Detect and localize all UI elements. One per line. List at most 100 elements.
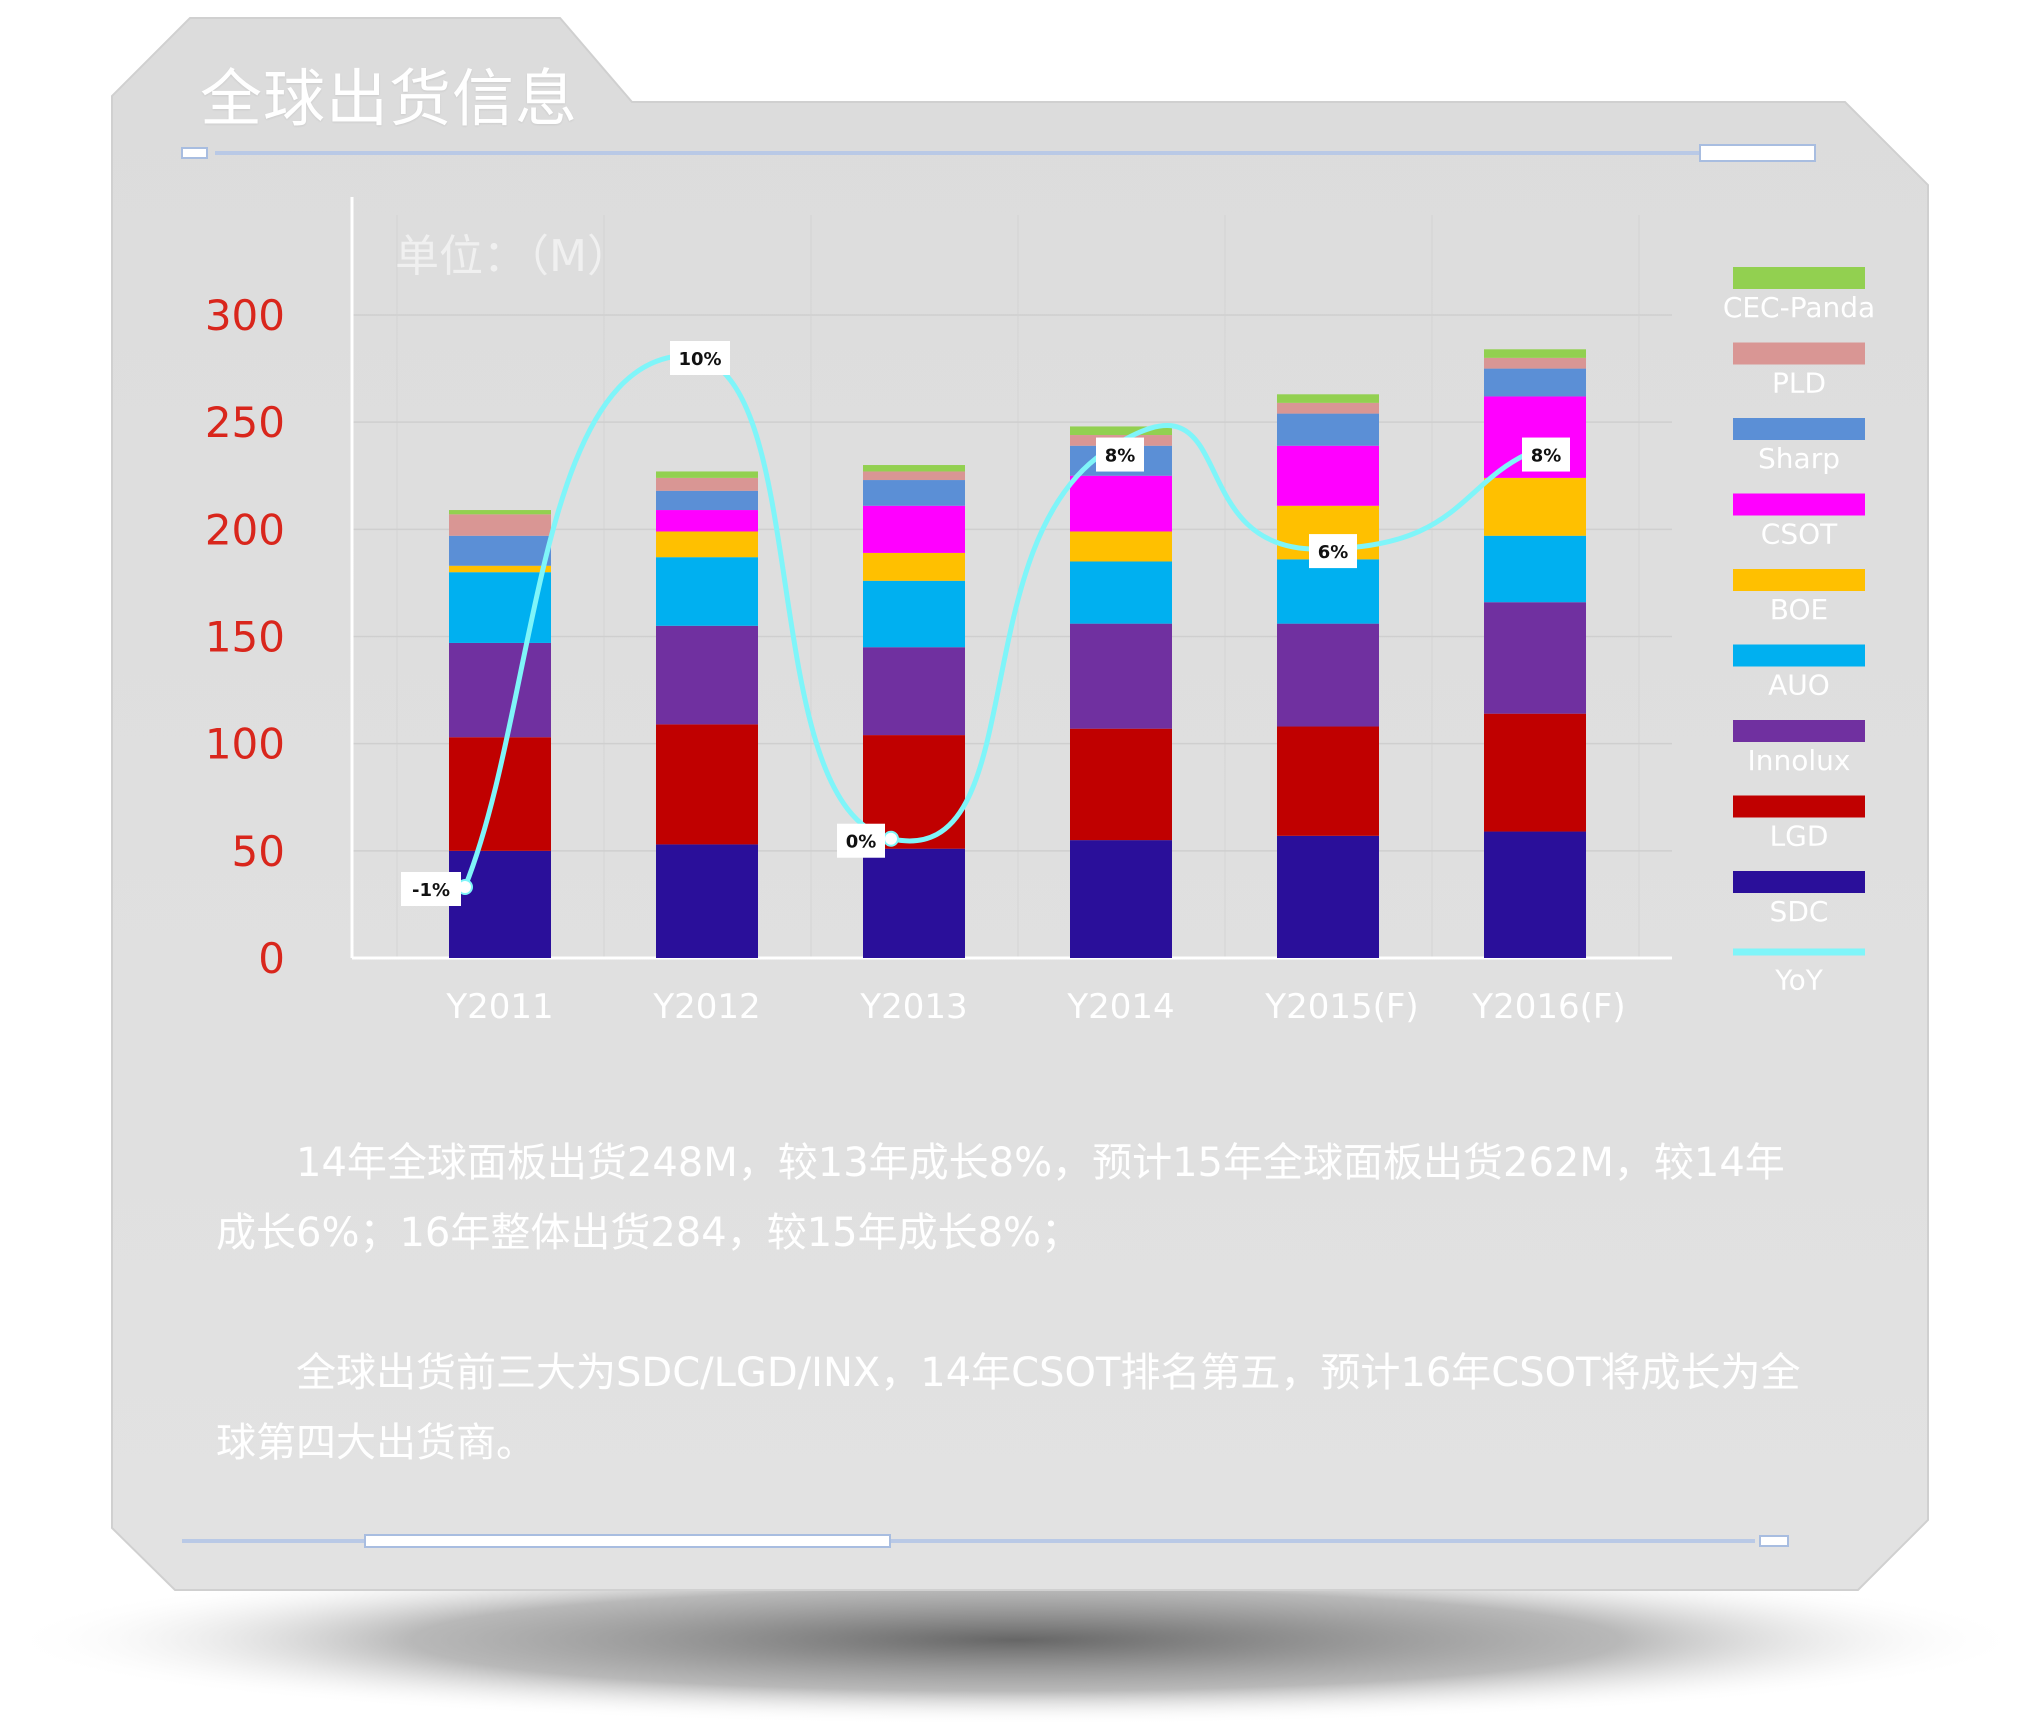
yoy-label: 10% <box>678 349 721 370</box>
yoy-label-box <box>670 341 730 375</box>
bar-segment-csot <box>656 510 758 532</box>
yoy-label-box <box>1309 534 1357 569</box>
bar-segment-auo <box>1484 535 1586 603</box>
y-tick-label: 150 <box>205 613 285 662</box>
unit-label: 单位：（M） <box>395 231 631 282</box>
bar-segment-boe <box>656 531 758 558</box>
legend-swatch-sharp <box>1733 418 1865 440</box>
x-tick-label: Y2016(F) <box>1471 987 1625 1027</box>
bar-segment-innolux <box>1484 602 1586 714</box>
bar-segment-boe <box>1484 477 1586 536</box>
bar-segment-cec-panda <box>1277 394 1379 403</box>
bar-segment-sdc <box>1070 840 1172 958</box>
bar-segment-cec-panda <box>1484 349 1586 358</box>
panel-shadow <box>6 1555 2026 1722</box>
y-tick-label: 200 <box>205 505 285 554</box>
bar-segment-lgd <box>1484 713 1586 832</box>
bars <box>449 349 1586 958</box>
bar-segment-sharp <box>863 480 965 506</box>
x-tick-label: Y2015(F) <box>1264 987 1418 1027</box>
bar-segment-sdc <box>656 844 758 958</box>
bar-segment-pld <box>1484 357 1586 369</box>
bar-segment-csot <box>863 505 965 553</box>
bottom-divider-right-cap <box>1759 1535 1789 1547</box>
bar-segment-boe <box>1070 531 1172 562</box>
page-title: 全球出货信息 <box>200 62 579 135</box>
legend-swatch-auo <box>1733 644 1865 667</box>
bar-segment-pld <box>863 471 965 481</box>
top-divider-right-cap <box>1699 144 1816 162</box>
yoy-label: 0% <box>846 832 877 853</box>
yoy-label-box <box>837 823 885 858</box>
bar-segment-lgd <box>1070 728 1172 841</box>
bar-segment-boe <box>449 565 551 573</box>
yoy-label-box <box>401 872 461 906</box>
bar-segment-pld <box>656 477 758 491</box>
legend-label: LGD <box>1770 820 1829 853</box>
legend-swatch-innolux <box>1733 720 1865 742</box>
legend-swatch-cec-panda <box>1733 267 1865 289</box>
bar-segment-auo <box>1277 559 1379 624</box>
bar-segment-cec-panda <box>656 471 758 478</box>
bar-segment-sdc <box>1484 831 1586 958</box>
bar-segment-pld <box>449 514 551 536</box>
legend-swatch-boe <box>1733 569 1865 591</box>
bar-segment-sdc <box>449 850 551 958</box>
bar-segment-innolux <box>1070 623 1172 729</box>
axes: 0 50 100 150 200 250 300 Y2011 Y2012 Y2013 Y2014 Y2… <box>205 197 1672 1027</box>
legend-label: SDC <box>1770 895 1829 928</box>
yoy-label: 6% <box>1318 542 1349 563</box>
top-divider-left-cap <box>181 147 208 159</box>
yoy-label-box <box>1522 437 1570 472</box>
summary-paragraph-1: 14年全球面板出货248M，较13年成长8%，预计15年全球面板出货262M，较… <box>216 1140 1785 1256</box>
panel-shape <box>111 17 1929 1591</box>
bar-segment-csot <box>1070 475 1172 532</box>
legend-swatch-csot <box>1733 493 1865 516</box>
bar-segment-sharp <box>1484 368 1586 397</box>
legend-label: Innolux <box>1748 744 1851 777</box>
yoy-label-box <box>1096 437 1144 472</box>
yoy-line-path <box>462 353 1532 888</box>
bar-segment-innolux <box>1277 623 1379 727</box>
legend-label: YoY <box>1774 964 1824 997</box>
legend-label: CEC-Panda <box>1723 291 1875 324</box>
x-tick-label: Y2011 <box>445 987 553 1027</box>
bar-segment-sharp <box>1277 413 1379 446</box>
bar-segment-lgd <box>449 737 551 851</box>
yoy-label: -1% <box>412 880 450 901</box>
bar-segment-innolux <box>449 642 551 738</box>
bar-segment-auo <box>1070 561 1172 624</box>
y-tick-label: 0 <box>258 934 285 983</box>
bottom-divider-slider <box>364 1534 891 1548</box>
y-tick-label: 300 <box>205 291 285 340</box>
legend-swatch-pld <box>1733 342 1865 365</box>
bar-segment-pld <box>1277 402 1379 414</box>
yoy-label: 8% <box>1531 446 1562 467</box>
bar-segment-auo <box>656 557 758 626</box>
bar-segment-auo <box>863 580 965 648</box>
x-tick-label: Y2013 <box>859 987 967 1027</box>
x-tick-label: Y2012 <box>652 987 760 1027</box>
legend-label: AUO <box>1768 669 1830 702</box>
bar-segment-innolux <box>863 647 965 736</box>
bar-segment-sdc <box>863 848 965 958</box>
legend-label: PLD <box>1772 367 1826 400</box>
legend: CEC-Panda PLD Sharp CSOT BOE AUO Innolux LGD SDC… <box>1723 267 1875 997</box>
legend-label: CSOT <box>1761 518 1838 551</box>
y-tick-label: 250 <box>205 398 285 447</box>
bar-segment-sharp <box>449 535 551 566</box>
summary-paragraph-2: 全球出货前三大为SDC/LGD/INX，14年CSOT排名第五，预计16年CSO… <box>216 1350 1801 1466</box>
bar-segment-boe <box>863 552 965 581</box>
yoy-label: 8% <box>1105 446 1136 467</box>
bar-segment-lgd <box>656 724 758 845</box>
y-tick-label: 100 <box>205 720 285 769</box>
bar-segment-cec-panda <box>449 510 551 515</box>
yoy-point <box>883 830 899 847</box>
bar-segment-innolux <box>656 625 758 725</box>
legend-label: Sharp <box>1758 442 1840 475</box>
bar-segment-sharp <box>656 490 758 511</box>
bar-segment-sdc <box>1277 835 1379 958</box>
legend-label: BOE <box>1770 593 1828 626</box>
